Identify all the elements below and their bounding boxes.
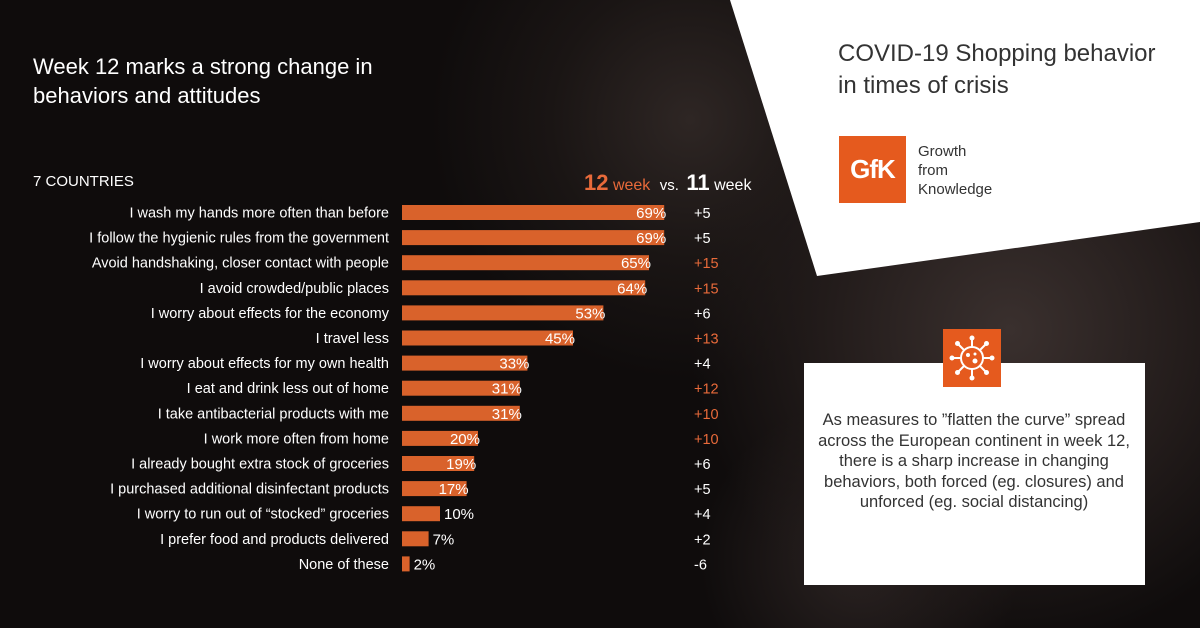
bar xyxy=(402,430,478,446)
legend-week-12-number: 12 xyxy=(584,170,609,195)
week-legend: 12 week vs. 11 week xyxy=(584,170,751,196)
chart-headline: Week 12 marks a strong change in behavio… xyxy=(33,54,373,108)
virus-icon xyxy=(943,329,1001,387)
bar xyxy=(402,405,520,421)
category-label: I avoid crowded/public places xyxy=(200,281,389,297)
bar xyxy=(402,230,665,246)
change-label: +15 xyxy=(694,281,719,297)
gfk-logo: GfK xyxy=(839,136,906,203)
bar xyxy=(402,556,410,572)
note-box xyxy=(804,363,1145,585)
category-label: I worry to run out of “stocked” grocerie… xyxy=(137,507,389,523)
category-label: I work more often from home xyxy=(204,431,389,447)
category-label: I take antibacterial products with me xyxy=(158,406,389,422)
change-label: +10 xyxy=(694,407,719,423)
change-label: +10 xyxy=(694,432,719,448)
value-label: 10% xyxy=(444,506,474,523)
chart-subhead: 7 COUNTRIES xyxy=(33,173,134,190)
value-label: 64% xyxy=(617,280,647,297)
bar xyxy=(402,330,573,346)
bar xyxy=(402,305,604,321)
change-label: -6 xyxy=(694,557,707,573)
category-label: I travel less xyxy=(316,331,389,347)
change-label: +4 xyxy=(694,507,711,523)
change-label: +5 xyxy=(694,206,711,222)
category-label: Avoid handshaking, closer contact with p… xyxy=(92,256,389,272)
change-label: +12 xyxy=(694,382,719,398)
bar xyxy=(402,506,440,522)
change-label: +15 xyxy=(694,256,719,272)
logo-tagline: Growth from Knowledge xyxy=(918,142,992,199)
category-label: I worry about effects for the economy xyxy=(151,306,390,322)
category-label: I already bought extra stock of grocerie… xyxy=(131,457,389,473)
value-label: 7% xyxy=(433,531,455,548)
bar xyxy=(402,205,665,220)
bar xyxy=(402,355,528,371)
legend-week-11-number: 11 xyxy=(686,170,710,195)
value-label: 69% xyxy=(636,205,666,222)
bar xyxy=(402,380,520,396)
note-text: As measures to ”flatten the curve” sprea… xyxy=(818,411,1130,511)
change-label: +4 xyxy=(694,357,711,373)
legend-week-11-unit: week xyxy=(714,177,752,194)
value-label: 19% xyxy=(446,456,476,473)
category-label: I prefer food and products delivered xyxy=(160,532,389,548)
legend-week-12-unit: week xyxy=(612,177,651,194)
value-label: 31% xyxy=(492,381,522,398)
change-label: +5 xyxy=(694,231,711,247)
category-label: I worry about effects for my own health xyxy=(140,356,389,372)
panel-title: COVID-19 Shopping behavior in times of c… xyxy=(838,40,1156,99)
logo-tagline-line: Growth xyxy=(918,143,967,160)
logo-tagline-line: Knowledge xyxy=(918,181,993,198)
value-label: 69% xyxy=(636,230,666,247)
value-label: 31% xyxy=(492,406,522,423)
change-label: +13 xyxy=(694,332,719,348)
change-label: +2 xyxy=(694,532,711,548)
value-label: 65% xyxy=(621,255,651,272)
legend-vs: vs. xyxy=(659,177,679,194)
gfk-logo-text: GfK xyxy=(850,154,896,184)
value-label: 17% xyxy=(439,481,469,498)
value-label: 45% xyxy=(545,331,575,348)
bar xyxy=(402,481,467,497)
category-label: I wash my hands more often than before xyxy=(129,206,389,222)
change-label: +6 xyxy=(694,306,711,322)
logo-tagline-line: from xyxy=(918,162,948,179)
category-label: I eat and drink less out of home xyxy=(187,381,389,397)
value-label: 20% xyxy=(450,431,480,448)
bar xyxy=(402,531,429,547)
category-label: I purchased additional disinfectant prod… xyxy=(110,482,389,498)
value-label: 53% xyxy=(575,305,605,322)
value-label: 2% xyxy=(414,556,436,573)
category-label: I follow the hygienic rules from the gov… xyxy=(89,231,389,247)
bar xyxy=(402,456,475,471)
change-label: +6 xyxy=(694,457,711,473)
bar xyxy=(402,280,646,296)
value-label: 33% xyxy=(499,356,529,373)
change-label: +5 xyxy=(694,482,711,498)
bar xyxy=(402,255,649,271)
category-label: None of these xyxy=(299,557,389,573)
